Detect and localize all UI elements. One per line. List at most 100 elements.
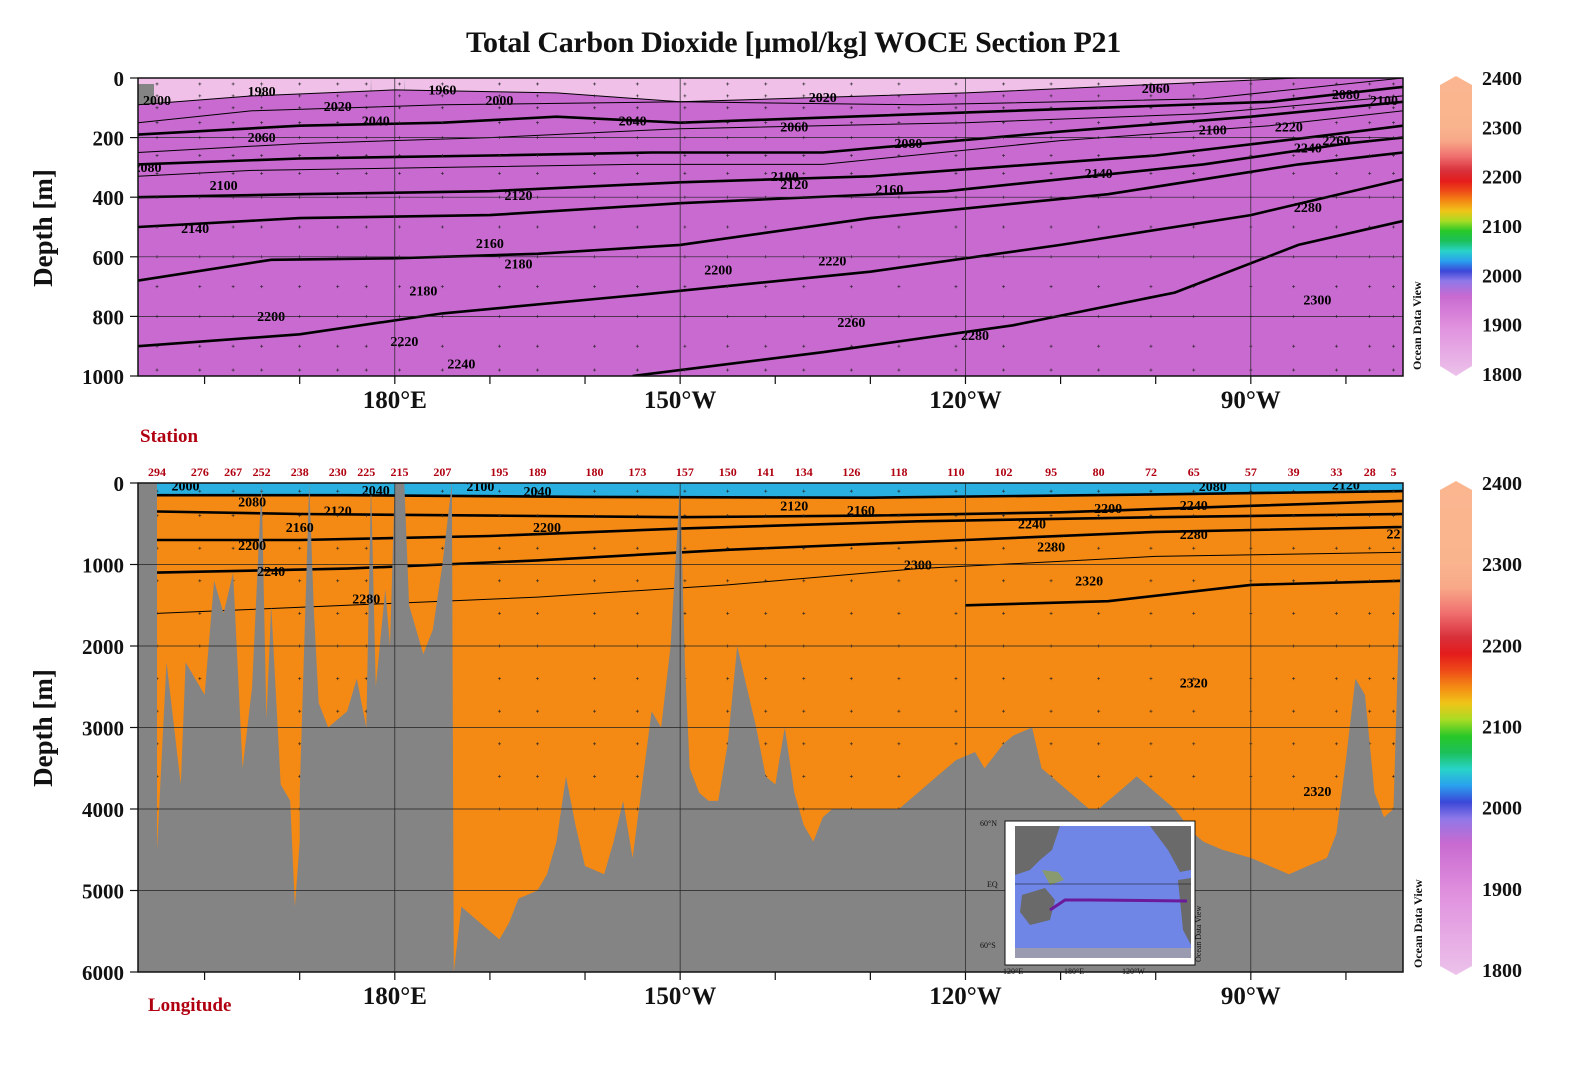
station-label: 238 [291, 465, 309, 479]
isoline [156, 525, 1403, 574]
x-tick-label: 180°E [363, 983, 427, 1010]
sample-point [802, 368, 806, 372]
contour-label: 2160 [847, 504, 875, 519]
colorbar-tick-label: 2100 [1482, 216, 1522, 238]
top-colorbar: 1800 1900 2000 2100 2200 2300 2400 [1440, 68, 1522, 386]
x-tick-label: 90°W [1221, 387, 1281, 414]
sample-point [497, 579, 501, 583]
sample-point [764, 106, 768, 110]
x-tick-label: 150°W [644, 983, 717, 1010]
inset-lat-60s: 60°S [980, 941, 996, 950]
sample-point [155, 153, 159, 157]
sample-point [1097, 709, 1101, 713]
y-tick-label: 800 [93, 305, 125, 329]
station-label: 72 [1145, 465, 1157, 479]
sample-point [364, 106, 368, 110]
sample-point [198, 611, 202, 615]
sample-point [849, 709, 853, 713]
sample-point [635, 153, 639, 157]
sample-point [231, 368, 235, 372]
sample-point [1334, 489, 1338, 493]
sample-point [336, 153, 340, 157]
sample-point [1368, 514, 1372, 518]
sample-point [1292, 344, 1296, 348]
sample-point [683, 106, 687, 110]
sample-point [1149, 106, 1153, 110]
sample-point [635, 171, 639, 175]
sample-point [336, 171, 340, 175]
x-tick-label: 120°W [929, 387, 1002, 414]
sample-point [1149, 709, 1153, 713]
sample-point [954, 677, 958, 681]
chart-title: Total Carbon Dioxide [µmol/kg] WOCE Sect… [466, 26, 1121, 59]
inset-antarctic [1015, 948, 1191, 958]
sample-point [1192, 344, 1196, 348]
sample-point [849, 489, 853, 493]
sample-point [1391, 121, 1395, 125]
sample-point [1334, 742, 1338, 746]
sample-point [1149, 171, 1153, 175]
sample-point [849, 774, 853, 778]
sample-point [764, 171, 768, 175]
station-label: 207 [433, 465, 451, 479]
sample-point [635, 579, 639, 583]
sample-point [497, 546, 501, 550]
sample-point [155, 106, 159, 110]
sample-point [726, 121, 730, 125]
contour-label: 2060 [780, 121, 808, 136]
contour-label: 2140 [181, 222, 209, 237]
colorbar-tick-label: 2000 [1482, 798, 1522, 820]
y-tick-label: 2000 [82, 635, 124, 659]
contour-label: 2080 [1199, 480, 1227, 495]
top-x-ticks: 180°E 150°W 120°W 90°W [203, 376, 1347, 414]
sample-point [849, 546, 853, 550]
sample-point [364, 82, 368, 86]
x-axis-label: Longitude [148, 995, 231, 1016]
sample-point [683, 82, 687, 86]
sample-point [1002, 94, 1006, 98]
sample-point [298, 709, 302, 713]
sample-point [1368, 94, 1372, 98]
y-tick-label: 0 [114, 67, 125, 91]
sample-point [683, 153, 687, 157]
sample-point [336, 94, 340, 98]
sample-point [260, 153, 264, 157]
sample-point [954, 742, 958, 746]
sample-point [155, 225, 159, 229]
sample-point [954, 121, 958, 125]
contour-label: 2180 [409, 285, 437, 300]
inset-asia [1015, 826, 1060, 875]
sample-point [1002, 121, 1006, 125]
sample-point [535, 94, 539, 98]
sample-point [954, 344, 958, 348]
sample-point [593, 94, 597, 98]
sample-point [764, 225, 768, 229]
sample-point [1391, 171, 1395, 175]
sample-point [897, 514, 901, 518]
sample-point [802, 106, 806, 110]
colorbar-tick-label: 1900 [1482, 315, 1522, 337]
sample-point [1368, 677, 1372, 681]
station-labels: 294 276 267 252 238 230 225 215 207 195 189 180 173 1… [148, 465, 1396, 479]
sample-point [683, 489, 687, 493]
sample-point [635, 514, 639, 518]
sample-point [298, 579, 302, 583]
sample-point [497, 344, 501, 348]
sample-point [593, 489, 597, 493]
contour-label: 2320 [1303, 785, 1331, 800]
station-label: 141 [757, 465, 775, 479]
sample-point [260, 368, 264, 372]
bottom-colorbar: 1800 1900 2000 2100 2200 2300 2400 [1440, 473, 1522, 982]
sample-point [336, 225, 340, 229]
bottom-x-ticks: 180°E 150°W 120°W 90°W [203, 972, 1347, 1010]
y-tick-label: 1000 [82, 365, 124, 389]
sample-point [1192, 546, 1196, 550]
sample-point [364, 171, 368, 175]
sample-point [683, 94, 687, 98]
sample-point [726, 368, 730, 372]
sample-point [440, 546, 444, 550]
y-tick-label: 1000 [82, 554, 124, 578]
sample-point [298, 546, 302, 550]
sample-point [440, 514, 444, 518]
sample-point [764, 94, 768, 98]
